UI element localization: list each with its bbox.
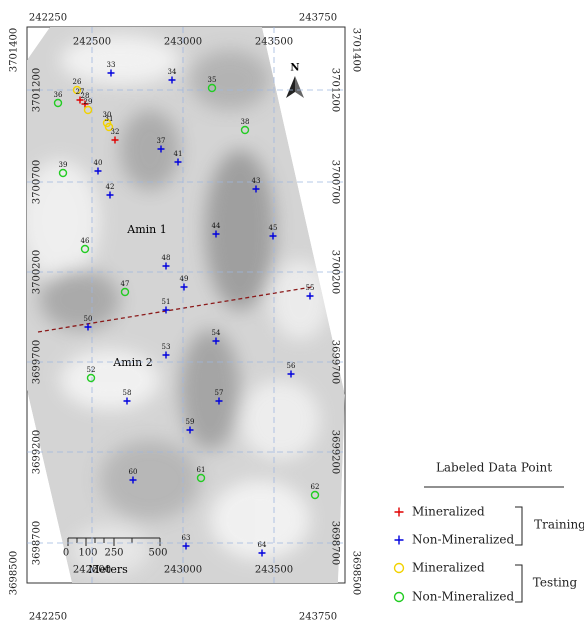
- point-label: 56: [287, 362, 296, 370]
- northing-label: 3698700: [32, 521, 43, 566]
- scale-tick: 0: [63, 548, 69, 559]
- point-label: 37: [157, 137, 166, 145]
- point-label: 32: [111, 128, 120, 136]
- northing-label: 3699200: [32, 430, 43, 475]
- legend: Mineralized Non-Mineralized Mineralized Non…: [395, 505, 515, 604]
- legend-group: Testing: [533, 576, 578, 590]
- easting-label: 243000: [164, 37, 202, 48]
- northing-label: 3699200: [330, 430, 341, 475]
- corner-northing: 3701400: [9, 28, 20, 73]
- point-label: 55: [306, 284, 315, 292]
- easting-label: 243000: [164, 565, 202, 576]
- northing-label: 3699700: [330, 340, 341, 385]
- northing-label: 3701200: [32, 68, 43, 113]
- point-label: 59: [186, 418, 195, 426]
- corner-northing: 3698500: [9, 551, 20, 596]
- easting-label: 243500: [255, 37, 293, 48]
- corner-easting: 242250: [29, 612, 67, 623]
- easting-label: 242500: [73, 37, 111, 48]
- scale-tick: 250: [104, 548, 123, 559]
- corner-easting: 242250: [29, 13, 67, 24]
- point-label: 33: [107, 61, 116, 69]
- north-label: N: [290, 63, 299, 74]
- point-label: 50: [84, 315, 93, 323]
- point-label: 63: [182, 534, 191, 542]
- legend-label: Non-Mineralized: [412, 533, 514, 547]
- northing-label: 3700200: [32, 250, 43, 295]
- point-label: 35: [208, 76, 217, 84]
- point-label: 26: [73, 78, 82, 86]
- corner-northing: 3698500: [351, 551, 362, 596]
- legend-group: Training: [534, 518, 584, 532]
- map: N Amin 1 Amin 2 0 100 250 500 Meters Lab…: [0, 0, 584, 626]
- zone-label: Amin 2: [112, 356, 152, 369]
- easting-label: 243500: [255, 565, 293, 576]
- point-label: 43: [252, 177, 261, 185]
- legend-symbol: [395, 536, 404, 545]
- legend-bracket: [515, 507, 522, 602]
- point-label: 31: [105, 115, 114, 123]
- point-label: 64: [258, 541, 267, 549]
- point-label: 51: [162, 298, 171, 306]
- legend-symbol: [395, 508, 404, 517]
- scale-tick: 500: [148, 548, 167, 559]
- point-label: 38: [241, 118, 250, 126]
- point-label: 45: [269, 224, 278, 232]
- point-label: 42: [106, 183, 115, 191]
- legend-label: Mineralized: [412, 561, 485, 575]
- easting-label: 242500: [73, 565, 111, 576]
- legend-label: Non-Mineralized: [412, 590, 514, 604]
- zone-label: Amin 1: [126, 223, 166, 236]
- legend-symbol: [395, 564, 404, 573]
- point-label: 40: [94, 159, 103, 167]
- legend-label: Mineralized: [412, 505, 485, 519]
- point-label: 46: [81, 237, 90, 245]
- point-label: 54: [212, 329, 221, 337]
- point-label: 58: [123, 389, 132, 397]
- point-label: 62: [311, 483, 320, 491]
- corner-easting: 243750: [299, 612, 337, 623]
- point-label: 44: [212, 222, 221, 230]
- point-label: 53: [162, 343, 171, 351]
- northing-label: 3700200: [330, 250, 341, 295]
- point-label: 47: [121, 280, 130, 288]
- point-label: 39: [59, 161, 68, 169]
- point-label: 36: [54, 91, 63, 99]
- legend-title: Labeled Data Point: [436, 461, 552, 475]
- point-label: 34: [168, 68, 177, 76]
- point-label: 49: [180, 275, 189, 283]
- corner-easting: 243750: [299, 13, 337, 24]
- point-label: 52: [87, 366, 96, 374]
- point-label: 61: [197, 466, 206, 474]
- point-label: 41: [174, 150, 183, 158]
- point-label: 29: [84, 98, 93, 106]
- scale-tick: 100: [78, 548, 97, 559]
- legend-symbol: [395, 593, 404, 602]
- corner-northing: 3701400: [351, 28, 362, 73]
- northing-label: 3699700: [32, 340, 43, 385]
- point-label: 48: [162, 254, 171, 262]
- northing-label: 3700700: [32, 160, 43, 205]
- northing-label: 3701200: [330, 68, 341, 113]
- point-label: 60: [129, 468, 138, 476]
- northing-label: 3700700: [330, 160, 341, 205]
- point-label: 57: [215, 389, 224, 397]
- northing-label: 3698700: [330, 521, 341, 566]
